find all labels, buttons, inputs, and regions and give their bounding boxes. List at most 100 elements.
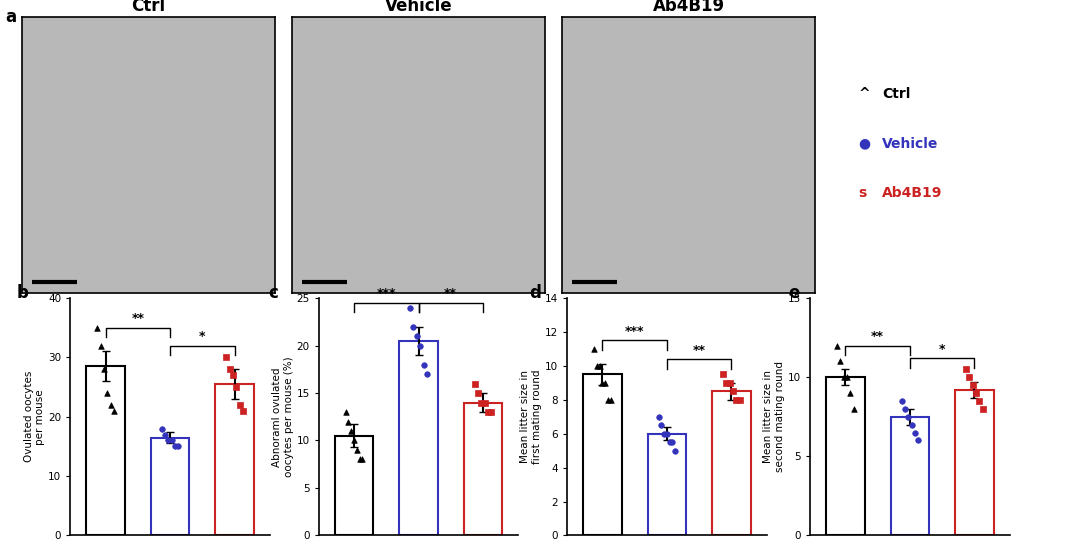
Text: ●: ● — [859, 136, 870, 151]
Point — [337, 407, 354, 416]
Point — [402, 303, 419, 312]
Point — [661, 438, 678, 447]
Text: ^: ^ — [859, 87, 870, 101]
Point — [170, 442, 187, 451]
Bar — [151, 438, 189, 535]
Point — [153, 424, 171, 433]
Point — [231, 401, 248, 410]
Bar — [400, 341, 437, 535]
Point — [405, 322, 422, 331]
Point — [411, 341, 429, 350]
Point — [476, 398, 494, 407]
Point — [903, 420, 920, 429]
Point — [408, 332, 426, 341]
Point — [841, 389, 859, 397]
Bar — [955, 390, 994, 535]
Point — [728, 395, 745, 404]
Point — [718, 379, 735, 388]
Point — [961, 373, 978, 381]
Point — [964, 381, 982, 390]
Text: Ab4B19: Ab4B19 — [882, 186, 943, 200]
Y-axis label: Abnoraml ovulated
oocytes per mouse (%): Abnoraml ovulated oocytes per mouse (%) — [272, 357, 294, 477]
Bar — [826, 377, 865, 535]
Point — [832, 357, 849, 366]
Text: b: b — [16, 284, 28, 302]
Point — [217, 353, 234, 362]
Point — [594, 379, 611, 388]
Text: **: ** — [872, 330, 885, 343]
Point — [838, 373, 855, 381]
Point — [585, 344, 603, 353]
Y-axis label: Ovulated oocytes
per mouse: Ovulated oocytes per mouse — [24, 371, 45, 463]
Point — [656, 429, 673, 438]
Point — [346, 436, 363, 445]
Text: ***: *** — [625, 325, 645, 338]
Point — [725, 387, 742, 396]
Point — [896, 405, 914, 413]
Point — [664, 438, 681, 447]
Text: ***: *** — [377, 288, 396, 300]
Point — [95, 365, 112, 374]
Bar — [335, 436, 374, 535]
Point — [106, 406, 123, 415]
Bar — [583, 374, 622, 535]
Point — [415, 360, 432, 369]
Point — [160, 436, 177, 445]
Point — [221, 365, 239, 374]
Text: Vehicle: Vehicle — [882, 136, 939, 151]
Bar — [86, 367, 125, 535]
Text: c: c — [268, 284, 278, 302]
Bar — [712, 391, 751, 535]
Y-axis label: Mean litter size in
first mating round: Mean litter size in first mating round — [521, 369, 542, 464]
Point — [721, 379, 739, 388]
Point — [957, 365, 974, 374]
Y-axis label: Mean litter size in
second mating round: Mean litter size in second mating round — [764, 361, 785, 473]
Bar — [463, 402, 502, 535]
Point — [659, 429, 676, 438]
Point — [893, 396, 910, 405]
Point — [342, 427, 360, 436]
Point — [348, 445, 365, 454]
Text: d: d — [529, 284, 541, 302]
Point — [589, 362, 606, 370]
Title: Vehicle: Vehicle — [384, 0, 453, 15]
Title: Ab4B19: Ab4B19 — [652, 0, 725, 15]
Point — [603, 395, 620, 404]
Point — [163, 436, 180, 445]
Point — [157, 430, 174, 439]
Text: s: s — [859, 186, 867, 200]
Point — [483, 407, 500, 416]
Point — [340, 417, 357, 426]
Point — [828, 341, 846, 350]
Text: *: * — [939, 343, 945, 356]
Point — [465, 379, 483, 388]
Point — [225, 371, 242, 380]
Point — [909, 436, 927, 445]
Text: **: ** — [444, 288, 457, 300]
Point — [971, 396, 988, 405]
Point — [666, 446, 684, 455]
Point — [351, 455, 368, 464]
Point — [650, 412, 667, 421]
Point — [599, 395, 617, 404]
Point — [968, 389, 985, 397]
Point — [591, 362, 608, 370]
Point — [98, 389, 116, 397]
Bar — [891, 417, 929, 535]
Text: a: a — [5, 8, 16, 26]
Text: e: e — [788, 284, 800, 302]
Point — [354, 455, 372, 464]
Point — [89, 323, 106, 332]
Point — [835, 373, 852, 381]
Bar — [215, 384, 254, 535]
Text: Ctrl: Ctrl — [882, 87, 910, 101]
Point — [974, 405, 991, 413]
Text: **: ** — [692, 344, 705, 357]
Point — [480, 407, 497, 416]
Point — [234, 406, 252, 415]
Point — [596, 379, 613, 388]
Point — [102, 401, 119, 410]
Point — [92, 341, 109, 350]
Point — [731, 395, 748, 404]
Title: Ctrl: Ctrl — [132, 0, 165, 15]
